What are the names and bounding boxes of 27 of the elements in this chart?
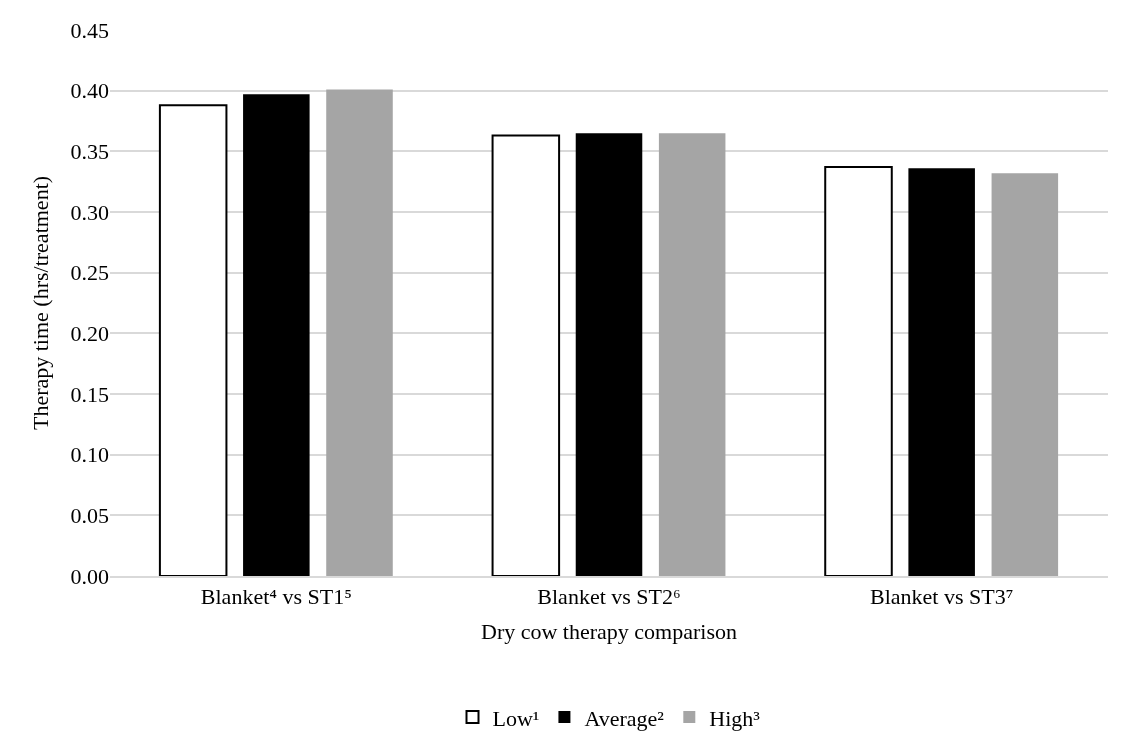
y-axis-title: Therapy time (hrs/treatment)	[28, 175, 54, 431]
bar	[991, 173, 1059, 576]
bar	[158, 104, 228, 576]
legend-label: High³	[709, 705, 761, 731]
y-tick-label: 0.20	[70, 321, 109, 347]
bar	[575, 133, 643, 576]
bar	[908, 168, 975, 576]
y-tick-label: 0.05	[70, 503, 109, 529]
y-tick-label: 0.45	[70, 17, 109, 43]
y-tick-label: 0.15	[70, 381, 109, 407]
y-tick-label: 0.25	[70, 260, 109, 286]
y-tick-label: 0.35	[70, 139, 109, 165]
bar	[491, 134, 561, 576]
bar	[243, 94, 310, 576]
y-tick-label: 0.40	[70, 78, 109, 104]
legend-label: Low¹	[492, 705, 540, 731]
x-tick-label: Blanket vs ST3⁷	[870, 584, 1014, 610]
bar	[326, 89, 393, 576]
x-tick-label: Blanket⁴ vs ST1⁵	[200, 584, 352, 610]
legend-label: Average²	[584, 705, 665, 731]
x-tick-label: Blanket vs ST2⁶	[537, 584, 681, 610]
x-axis-title: Dry cow therapy comparison	[481, 618, 737, 644]
y-tick-label: 0.30	[70, 199, 109, 225]
y-tick-label: 0.10	[70, 442, 109, 468]
bar	[658, 133, 726, 576]
bar	[824, 166, 893, 576]
y-tick-label: 0.00	[70, 563, 109, 589]
